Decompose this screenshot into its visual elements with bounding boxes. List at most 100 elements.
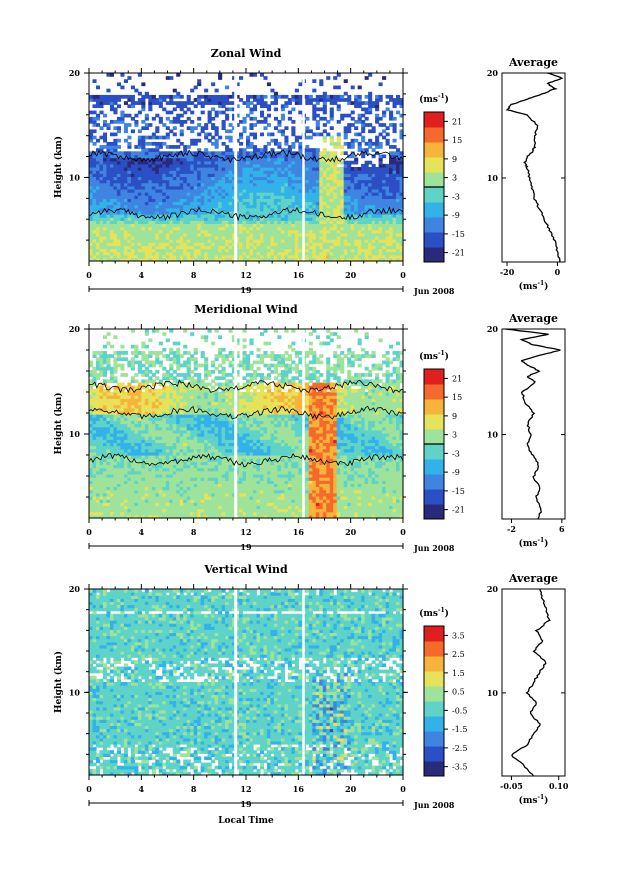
- average-x-tick-label: 0: [555, 267, 561, 277]
- heatmap-cell: [298, 95, 302, 99]
- x-tick-label: 0: [400, 270, 406, 280]
- heatmap-cell: [211, 142, 215, 146]
- heatmap-cell: [386, 139, 390, 143]
- heatmap-cell: [183, 120, 187, 124]
- heatmap-cell: [145, 92, 149, 96]
- heatmap-cell: [393, 117, 397, 121]
- heatmap-cell: [197, 117, 201, 121]
- heatmap-cell: [92, 95, 96, 99]
- heatmap-cell: [222, 142, 226, 146]
- heatmap-cell: [159, 151, 163, 155]
- heatmap-cell: [173, 89, 177, 93]
- heatmap-cell: [169, 111, 173, 115]
- heatmap-cell: [124, 95, 128, 99]
- heatmap-cell: [113, 126, 117, 130]
- heatmap-cell: [340, 161, 344, 165]
- heatmap-cell: [131, 129, 135, 133]
- heatmap-cell: [103, 95, 107, 99]
- heatmap-cell: [333, 86, 337, 90]
- heatmap-cell: [393, 145, 397, 149]
- heatmap-cell: [96, 95, 100, 99]
- heatmap-cell: [106, 73, 110, 77]
- heatmap-cell: [194, 98, 198, 102]
- heatmap-cell: [288, 98, 292, 102]
- heatmap-cell: [347, 142, 351, 146]
- heatmap-cell: [372, 148, 376, 152]
- heatmap-cell: [375, 114, 379, 118]
- heatmap-cell: [127, 123, 131, 127]
- heatmap-cell: [243, 126, 247, 130]
- heatmap-cell: [344, 151, 348, 155]
- heatmap-cell: [263, 145, 267, 149]
- heatmap-cell: [211, 123, 215, 127]
- heatmap-cell: [333, 76, 337, 80]
- heatmap-cell: [225, 107, 229, 111]
- heatmap-cell: [201, 126, 205, 130]
- heatmap-cell: [393, 98, 397, 102]
- heatmap-cell: [277, 142, 281, 146]
- heatmap-cell: [316, 95, 320, 99]
- heatmap-cell: [309, 148, 313, 152]
- heatmap-cell: [187, 126, 191, 130]
- heatmap-cell: [148, 142, 152, 146]
- colorbar-swatch: [424, 202, 444, 218]
- heatmap-cell: [99, 126, 103, 130]
- heatmap-cell: [106, 95, 110, 99]
- heatmap-cell: [368, 129, 372, 133]
- data-gap: [234, 73, 237, 261]
- heatmap-cell: [372, 126, 376, 130]
- heatmap-cell: [89, 129, 93, 133]
- colorbar-tick-label: -3: [452, 192, 460, 201]
- colorbar-swatch: [424, 127, 444, 143]
- heatmap-cell: [351, 101, 355, 105]
- panel-title: Zonal Wind: [211, 47, 282, 60]
- heatmap-cell: [239, 142, 243, 146]
- heatmap-cell: [92, 142, 96, 146]
- heatmap-cell: [319, 95, 323, 99]
- heatmap-cell: [204, 148, 208, 152]
- heatmap-cell: [365, 117, 369, 121]
- heatmap-cell: [393, 151, 397, 155]
- colorbar-tick-label: 15: [452, 136, 462, 145]
- heatmap-cell: [344, 161, 348, 165]
- heatmap-cell: [368, 92, 372, 96]
- heatmap-cell: [113, 120, 117, 124]
- heatmap-cell: [284, 136, 288, 140]
- heatmap-cell: [253, 95, 257, 99]
- heatmap-cell: [155, 98, 159, 102]
- heatmap-cell: [166, 76, 170, 80]
- heatmap-cell: [162, 95, 166, 99]
- heatmap-cell: [267, 104, 271, 108]
- heatmap-cell: [197, 139, 201, 143]
- heatmap-cell: [225, 129, 229, 133]
- y-tick-label: 10: [69, 172, 81, 182]
- heatmap-cell: [368, 167, 372, 171]
- heatmap-cell: [113, 95, 117, 99]
- heatmap-cell: [204, 123, 208, 127]
- heatmap-cell: [291, 126, 295, 130]
- heatmap-cell: [274, 126, 278, 130]
- heatmap-cell: [330, 126, 334, 130]
- average-title: Average: [508, 56, 558, 69]
- heatmap-cell: [138, 129, 142, 133]
- heatmap-cell: [368, 161, 372, 165]
- heatmap-cell: [138, 98, 142, 102]
- heatmap-cell: [295, 89, 299, 93]
- heatmap-cell: [333, 95, 337, 99]
- heatmap-cell: [249, 95, 253, 99]
- heatmap-cell: [326, 95, 330, 99]
- heatmap-cell: [256, 95, 260, 99]
- heatmap-cell: [281, 104, 285, 108]
- heatmap-cell: [166, 95, 170, 99]
- heatmap-cell: [365, 161, 369, 165]
- colorbar-tick-label: 3: [452, 174, 457, 183]
- heatmap-cell: [379, 142, 383, 146]
- colorbar-tick-label: -9: [452, 211, 460, 220]
- heatmap-cell: [215, 111, 219, 115]
- heatmap-cell: [169, 76, 173, 80]
- heatmap-cell: [134, 114, 138, 118]
- heatmap-cell: [180, 142, 184, 146]
- heatmap-cell: [323, 92, 327, 96]
- heatmap-cell: [354, 167, 358, 171]
